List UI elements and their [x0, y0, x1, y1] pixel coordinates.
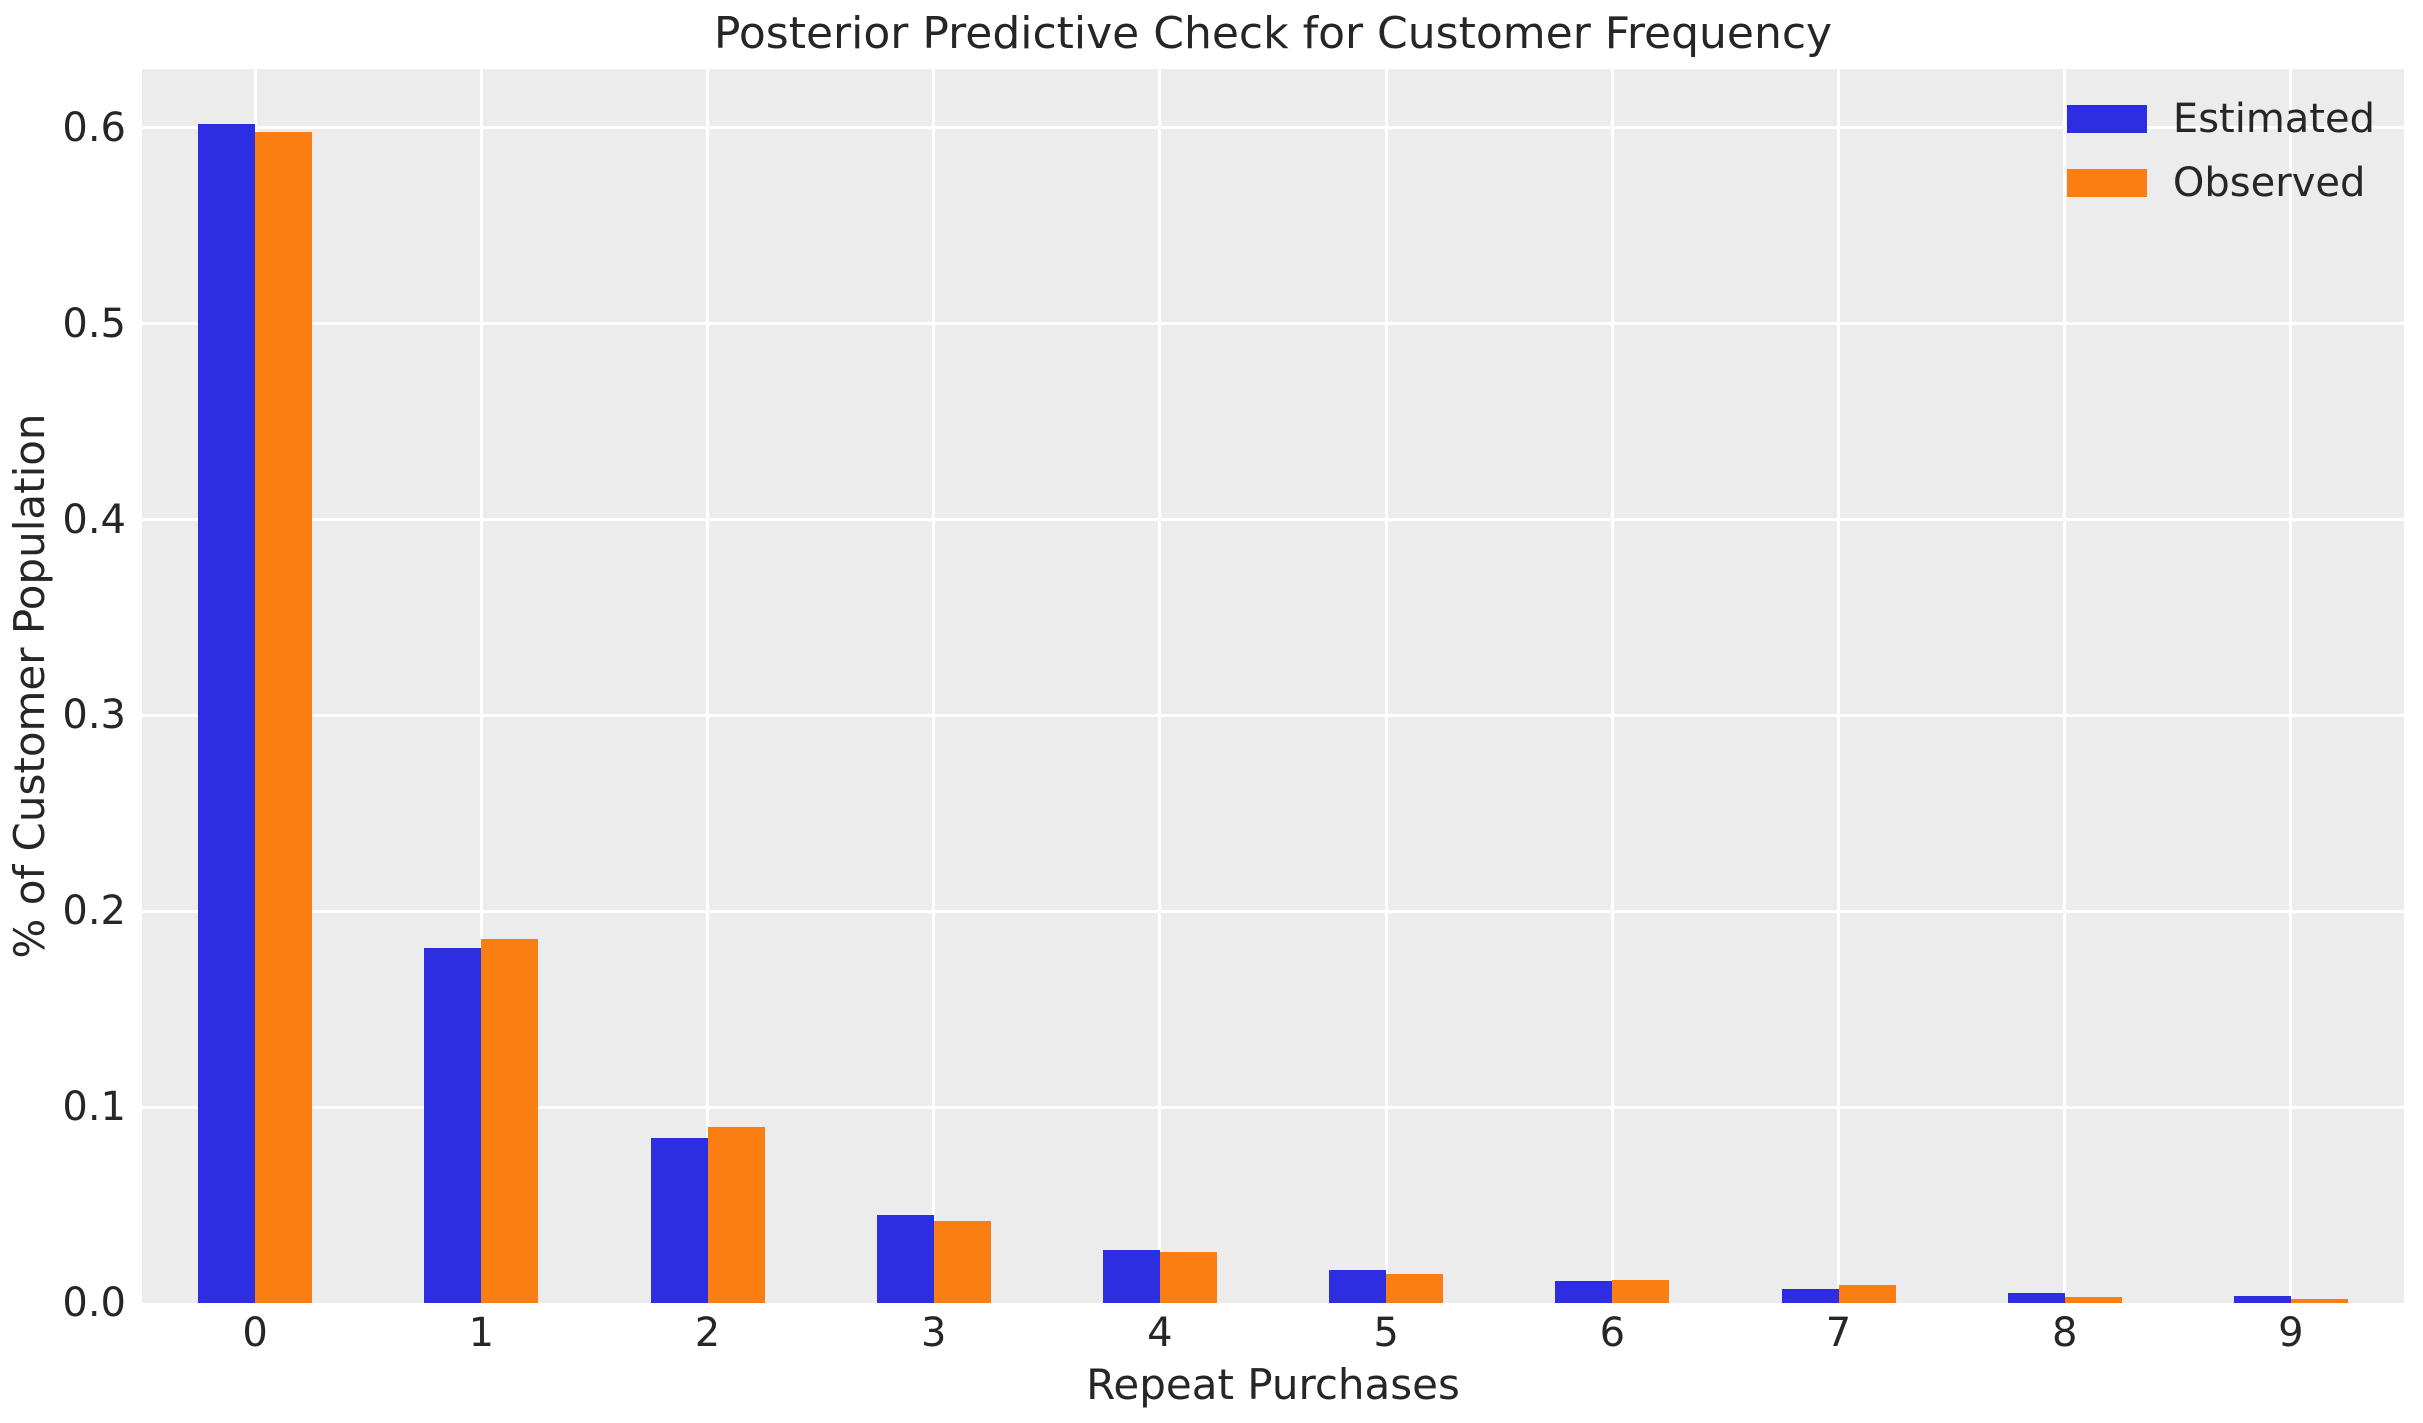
legend: Estimated Observed: [2066, 94, 2375, 208]
x-tick-label: 7: [1825, 1310, 1852, 1356]
legend-item-estimated: Estimated: [2066, 94, 2375, 144]
x-tick-label: 6: [1599, 1310, 1626, 1356]
x-gridline: [1610, 69, 1614, 1303]
legend-label-estimated: Estimated: [2172, 96, 2375, 142]
y-gridline: [142, 322, 2404, 326]
x-tick-label: 4: [1147, 1310, 1173, 1356]
bar-observed-x3: [933, 1220, 991, 1303]
legend-item-observed: Observed: [2066, 158, 2375, 208]
x-tick-label: 3: [920, 1310, 947, 1356]
x-tick-label: 8: [2051, 1310, 2078, 1356]
bar-observed-x9: [2290, 1299, 2348, 1303]
chart-title: Posterior Predictive Check for Customer …: [713, 8, 1833, 59]
bar-observed-x5: [1386, 1273, 1444, 1303]
legend-swatch-observed: [2066, 169, 2147, 197]
x-tick-label: 5: [1373, 1310, 1399, 1356]
bar-estimated-x0: [198, 123, 256, 1303]
y-tick-label: 0.5: [62, 300, 126, 347]
x-tick-label: 2: [694, 1310, 721, 1356]
x-tick-label: 0: [242, 1310, 268, 1356]
y-gridline: [142, 518, 2404, 522]
x-axis-label: Repeat Purchases: [1086, 1360, 1460, 1409]
x-gridline: [2289, 69, 2293, 1303]
y-tick-label: 0.1: [62, 1084, 126, 1131]
x-gridline: [1837, 69, 1840, 1303]
y-tick-label: 0.2: [62, 888, 126, 935]
bar-observed-x2: [707, 1126, 765, 1303]
y-tick-label: 0.3: [62, 692, 126, 739]
bar-observed-x7: [1838, 1285, 1896, 1303]
legend-label-observed: Observed: [2172, 160, 2366, 206]
bar-estimated-x9: [2233, 1296, 2291, 1303]
y-gridline: [142, 909, 2404, 913]
bar-observed-x4: [1159, 1252, 1217, 1303]
bar-observed-x6: [1612, 1279, 1670, 1303]
bar-estimated-x1: [424, 948, 482, 1303]
y-tick-label: 0.0: [62, 1280, 126, 1326]
bar-estimated-x2: [650, 1138, 708, 1303]
x-gridline: [479, 69, 483, 1303]
x-gridline: [1384, 69, 1388, 1303]
bar-observed-x0: [255, 131, 313, 1303]
x-gridline: [2063, 69, 2067, 1303]
y-tick-label: 0.4: [62, 496, 126, 543]
bar-observed-x1: [481, 938, 539, 1303]
x-gridline: [1158, 69, 1162, 1303]
bar-observed-x8: [2064, 1297, 2122, 1303]
y-gridline: [142, 1105, 2404, 1109]
y-gridline: [142, 126, 2404, 130]
x-gridline: [706, 69, 709, 1303]
y-axis-label: % of Customer Population: [5, 413, 54, 959]
bar-estimated-x8: [2007, 1293, 2065, 1303]
bar-estimated-x7: [1781, 1289, 1839, 1303]
y-gridline: [142, 713, 2404, 717]
legend-swatch-estimated: [2066, 105, 2147, 133]
y-tick-label: 0.6: [62, 104, 126, 151]
x-tick-label: 9: [2278, 1310, 2304, 1356]
bar-estimated-x6: [1555, 1281, 1613, 1303]
bar-estimated-x3: [876, 1214, 934, 1303]
x-gridline: [932, 69, 936, 1303]
x-tick-label: 1: [468, 1310, 495, 1356]
bar-estimated-x4: [1102, 1250, 1160, 1303]
bar-estimated-x5: [1329, 1269, 1387, 1303]
plot-area: [142, 69, 2404, 1303]
